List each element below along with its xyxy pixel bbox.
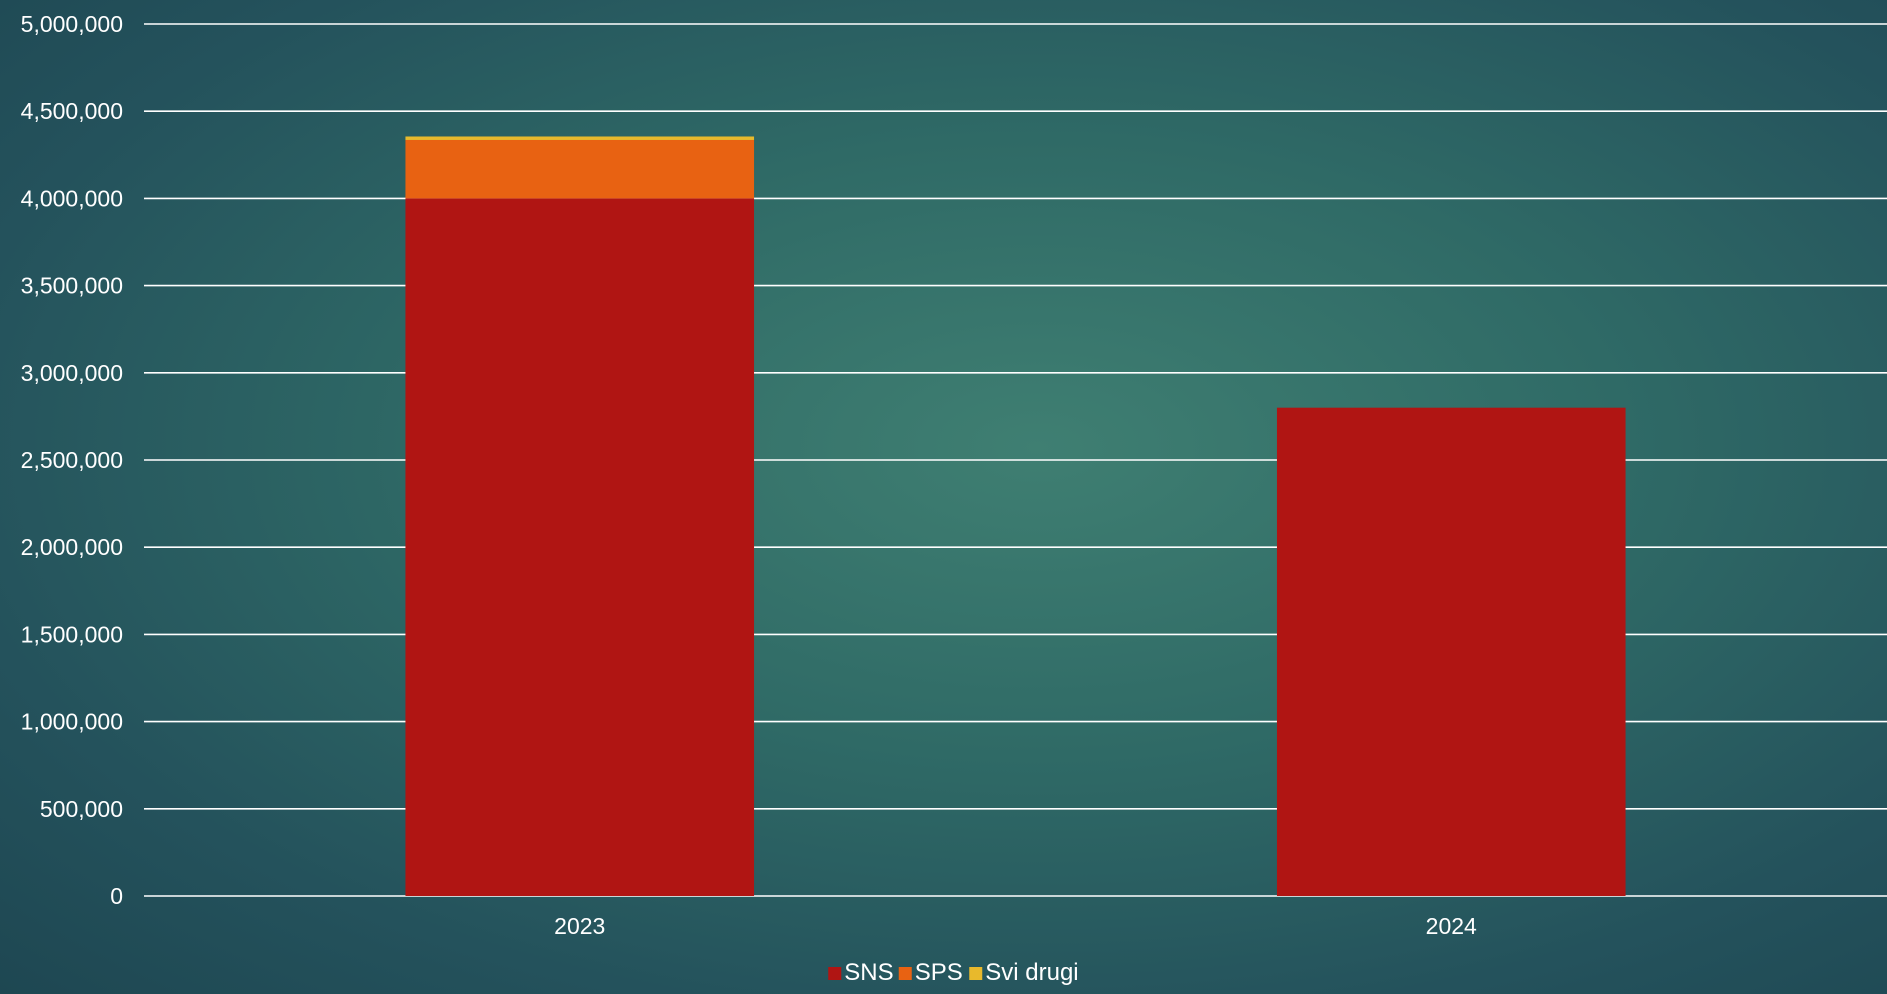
bar-svi-drugi-2023 xyxy=(405,136,755,140)
y-tick-label: 2,000,000 xyxy=(21,534,123,560)
bar-sps-2023 xyxy=(405,139,755,199)
x-tick-label: 2023 xyxy=(554,913,605,939)
legend-swatch xyxy=(969,967,983,980)
bar-sns-2024 xyxy=(1276,407,1626,896)
y-tick-label: 1,000,000 xyxy=(21,709,123,735)
y-tick-label: 500,000 xyxy=(40,796,123,822)
y-tick-label: 4,500,000 xyxy=(21,98,123,124)
y-axis-ticks: 0 500,000 1,000,000 1,500,000 2,000,000 2,500… xyxy=(21,11,123,909)
y-tick-label: 3,500,000 xyxy=(21,273,123,299)
legend-label: Svi drugi xyxy=(985,959,1078,986)
x-tick-label: 2024 xyxy=(1426,913,1477,939)
y-tick-label: 5,000,000 xyxy=(21,11,123,37)
y-tick-label: 1,500,000 xyxy=(21,621,123,647)
legend-swatch xyxy=(828,967,842,980)
legend-label: SNS xyxy=(844,959,893,986)
legend-swatch xyxy=(898,967,912,980)
bars xyxy=(405,136,1626,896)
y-tick-label: 2,500,000 xyxy=(21,447,123,473)
bar-sns-2023 xyxy=(405,198,755,896)
y-tick-label: 3,000,000 xyxy=(21,360,123,386)
y-tick-label: 0 xyxy=(110,883,123,909)
y-tick-label: 4,000,000 xyxy=(21,185,123,211)
legend-label: SPS xyxy=(915,959,963,986)
legend: SNS SPS Svi drugi xyxy=(828,959,1079,986)
x-axis-ticks: 2023 2024 xyxy=(554,913,1477,939)
